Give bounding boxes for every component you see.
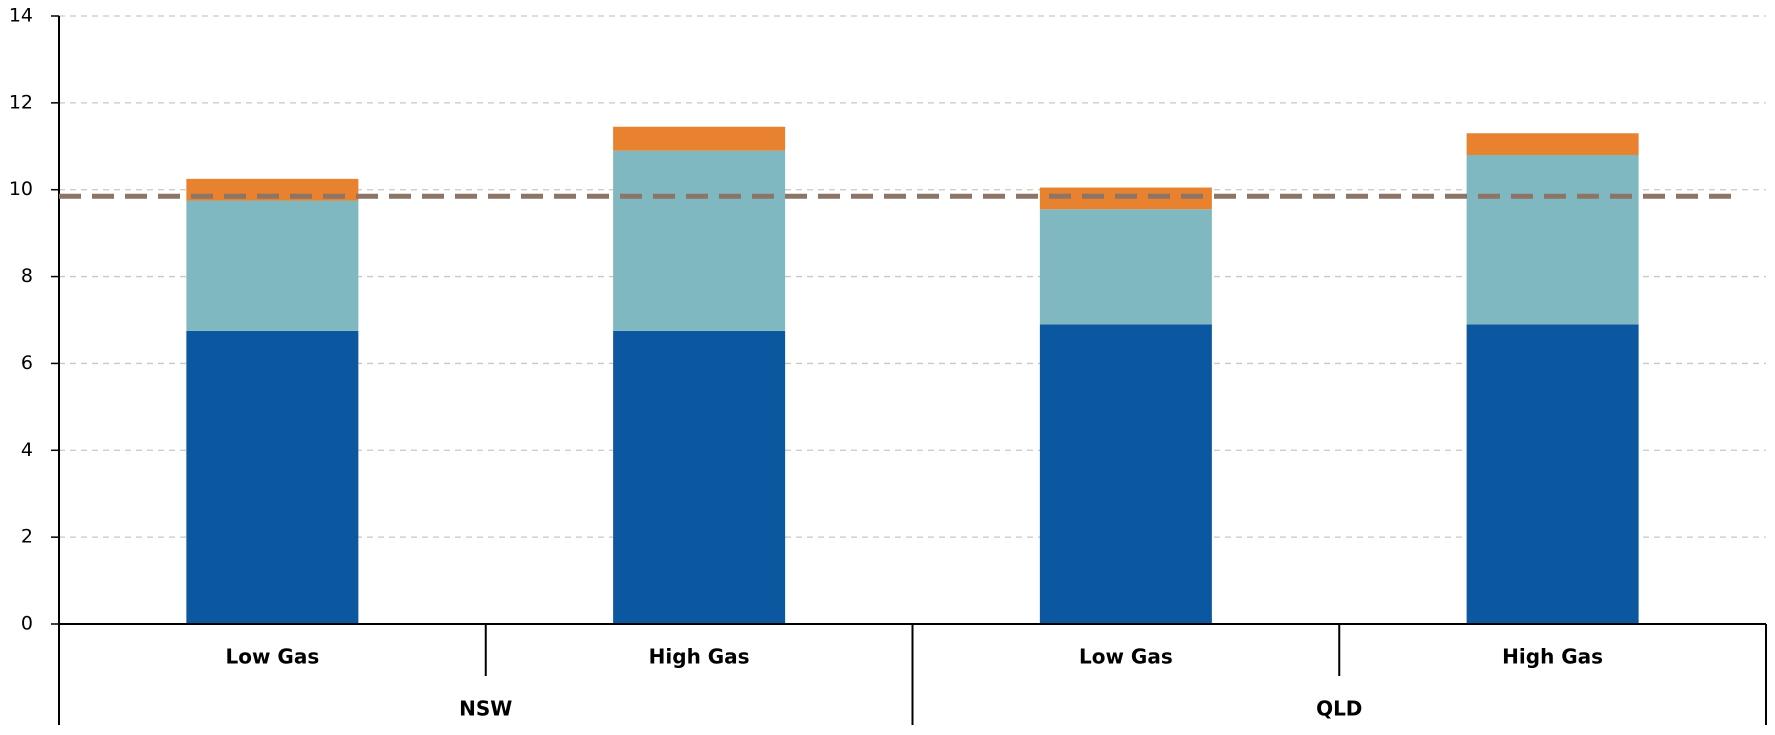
group-label: NSW: [459, 697, 512, 721]
bar-segment: [1039, 209, 1212, 325]
y-tick-label: 8: [21, 265, 33, 287]
y-tick-label: 12: [9, 91, 33, 113]
y-tick-label: 14: [9, 5, 33, 27]
y-tick-label: 6: [21, 352, 33, 374]
bar-segment: [186, 200, 359, 331]
bar-segment: [613, 330, 786, 624]
x-tick-label: Low Gas: [1079, 645, 1173, 669]
bar-segment: [1466, 133, 1639, 155]
x-tick-label: High Gas: [649, 645, 750, 669]
y-tick-label: 2: [21, 526, 33, 548]
bar-segment: [1466, 154, 1639, 325]
group-label: QLD: [1316, 697, 1362, 721]
bar-segment: [613, 126, 786, 151]
bar-segment: [186, 330, 359, 624]
x-tick-label: Low Gas: [226, 645, 320, 669]
y-tick-label: 4: [21, 439, 33, 461]
bar-segment: [1039, 324, 1212, 624]
bar-segment: [613, 150, 786, 331]
y-tick-label: 0: [21, 613, 33, 635]
y-tick-label: 10: [9, 178, 33, 200]
bar-segment: [1466, 324, 1639, 624]
x-tick-label: High Gas: [1502, 645, 1603, 669]
